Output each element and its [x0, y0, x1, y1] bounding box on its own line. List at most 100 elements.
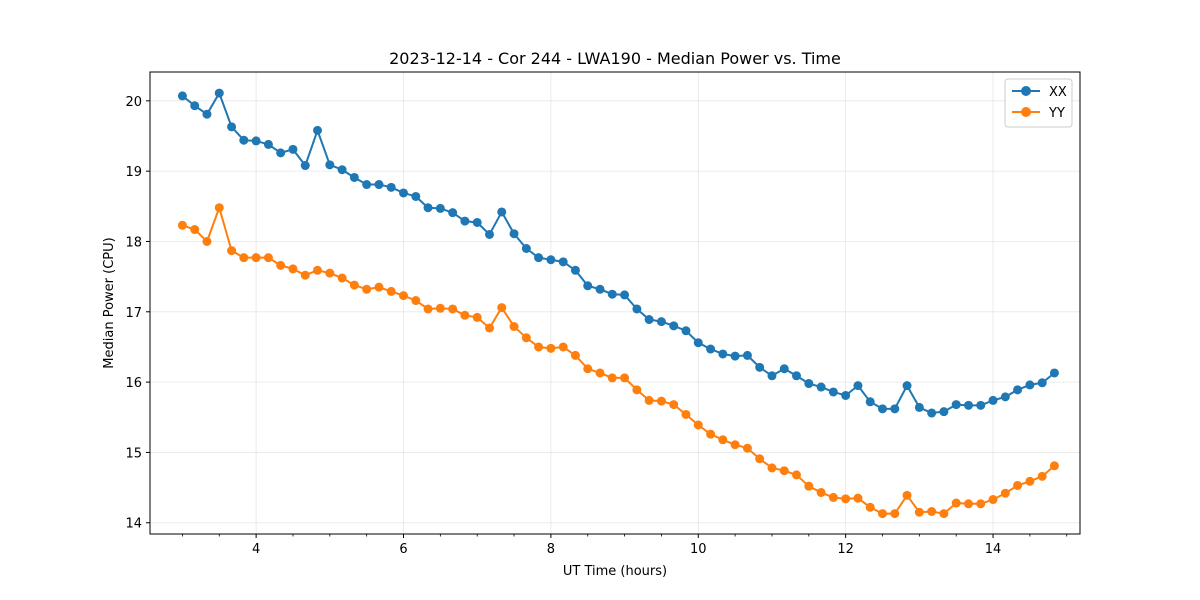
y-tick-label: 15	[125, 446, 142, 461]
data-point-yy	[828, 492, 838, 502]
data-point-yy	[742, 443, 752, 453]
data-point-yy	[607, 373, 617, 383]
data-point-yy	[251, 253, 261, 263]
data-point-yy	[411, 296, 421, 306]
data-point-xx	[853, 381, 863, 391]
series-yy	[177, 203, 1059, 519]
data-point-yy	[804, 481, 814, 491]
data-point-xx	[681, 326, 691, 336]
data-point-yy	[656, 396, 666, 406]
data-point-xx	[902, 381, 912, 391]
data-point-xx	[214, 88, 224, 98]
data-point-yy	[681, 409, 691, 419]
y-tick-label: 17	[125, 306, 142, 321]
data-point-xx	[337, 165, 347, 175]
data-point-yy	[890, 509, 900, 519]
data-point-yy	[227, 246, 237, 256]
data-point-yy	[927, 507, 937, 516]
data-point-xx	[362, 180, 372, 190]
data-point-yy	[263, 253, 273, 263]
y-tick-label: 19	[125, 165, 142, 180]
data-point-yy	[669, 400, 679, 410]
data-point-yy	[472, 312, 482, 322]
data-point-yy	[214, 203, 224, 213]
data-point-xx	[521, 244, 531, 253]
y-tick-label: 16	[125, 376, 142, 391]
data-point-yy	[448, 304, 458, 314]
data-point-yy	[792, 470, 801, 480]
data-point-xx	[497, 207, 507, 217]
data-point-yy	[878, 509, 887, 519]
data-point-yy	[546, 343, 556, 353]
data-point-xx	[190, 101, 200, 111]
data-point-xx	[546, 255, 556, 265]
data-point-yy	[288, 264, 298, 274]
data-point-xx	[460, 216, 470, 226]
data-point-yy	[632, 385, 642, 395]
data-point-yy	[239, 253, 249, 263]
data-point-xx	[632, 304, 642, 314]
data-point-yy	[313, 265, 322, 275]
data-point-yy	[718, 435, 728, 445]
data-point-yy	[841, 494, 851, 504]
data-point-xx	[828, 387, 838, 397]
data-point-xx	[767, 371, 777, 381]
data-point-xx	[939, 407, 949, 417]
data-point-yy	[497, 303, 507, 313]
data-point-xx	[1025, 380, 1035, 390]
legend-xx-label: XX	[1049, 85, 1067, 100]
data-point-xx	[841, 390, 851, 400]
data-point-yy	[485, 323, 494, 333]
data-point-xx	[804, 379, 814, 389]
data-point-yy	[386, 286, 396, 296]
plot-frame	[149, 71, 1081, 535]
data-point-xx	[276, 148, 286, 158]
y-tick-label: 20	[125, 95, 142, 110]
data-point-xx	[411, 191, 421, 201]
data-point-yy	[988, 495, 998, 505]
data-point-yy	[767, 463, 777, 473]
data-point-xx	[878, 404, 887, 414]
data-point-yy	[325, 268, 335, 278]
x-tick-label: 4	[252, 542, 260, 557]
data-point-xx	[1049, 368, 1059, 378]
data-point-xx	[472, 217, 482, 227]
data-point-xx	[988, 395, 998, 405]
data-point-yy	[1000, 488, 1010, 498]
data-point-xx	[1037, 378, 1047, 388]
legend: XX YY	[1004, 78, 1073, 128]
data-point-yy	[755, 454, 765, 464]
data-point-yy	[865, 502, 875, 512]
data-point-yy	[202, 236, 212, 246]
x-tick-label: 6	[399, 542, 407, 557]
data-point-xx	[349, 172, 359, 182]
data-point-yy	[644, 395, 654, 405]
data-point-xx	[669, 321, 679, 331]
data-point-yy	[693, 420, 703, 430]
data-point-xx	[927, 408, 937, 418]
data-point-xx	[1013, 385, 1023, 395]
data-point-yy	[1013, 480, 1023, 490]
data-point-xx	[816, 382, 826, 392]
data-point-yy	[595, 368, 605, 378]
data-point-yy	[337, 273, 347, 283]
data-point-xx	[730, 351, 740, 361]
data-point-yy	[976, 499, 986, 509]
data-point-yy	[509, 322, 519, 332]
data-point-yy	[534, 342, 544, 352]
data-point-xx	[865, 397, 875, 407]
data-point-xx	[263, 139, 273, 149]
data-point-xx	[742, 350, 752, 360]
data-point-xx	[300, 161, 310, 171]
data-point-yy	[964, 499, 973, 509]
data-point-yy	[620, 373, 630, 383]
data-point-yy	[939, 509, 949, 519]
data-point-xx	[177, 91, 187, 101]
data-point-xx	[620, 290, 630, 300]
data-point-xx	[964, 400, 973, 410]
data-point-yy	[914, 507, 924, 517]
data-point-xx	[374, 180, 384, 190]
data-point-xx	[792, 371, 801, 381]
